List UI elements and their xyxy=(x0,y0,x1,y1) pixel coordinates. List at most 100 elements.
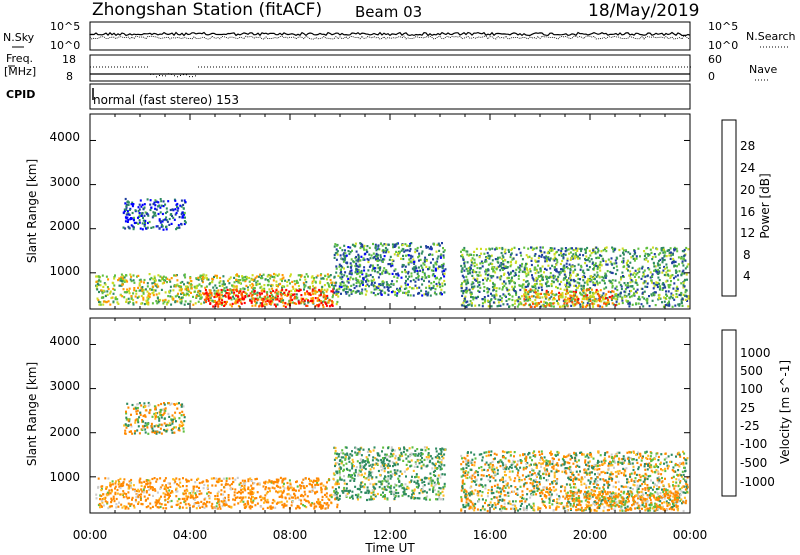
power-cell xyxy=(443,257,445,259)
power-cell xyxy=(389,259,391,261)
power-cell xyxy=(605,250,607,252)
velocity-cell xyxy=(417,497,419,499)
power-cell xyxy=(397,277,399,279)
velocity-cell xyxy=(147,423,149,425)
power-cell xyxy=(430,295,432,297)
power-cell xyxy=(133,274,135,276)
power-cell xyxy=(439,283,441,285)
velocity-cell xyxy=(443,464,445,466)
power-cell xyxy=(190,280,192,282)
power-cell xyxy=(420,246,422,248)
power-cell xyxy=(485,260,487,262)
velocity-cell xyxy=(124,432,126,434)
velocity-cell xyxy=(411,476,413,478)
power-cell xyxy=(177,207,179,209)
power-cell xyxy=(536,270,538,272)
power-cell xyxy=(210,299,212,301)
power-cell xyxy=(121,295,123,297)
power-cell xyxy=(178,224,180,226)
power-cell xyxy=(518,271,520,273)
power-cell xyxy=(503,273,505,275)
power-cell xyxy=(686,273,688,275)
power-cell xyxy=(497,258,499,260)
power-cell xyxy=(510,265,512,267)
velocity-cell xyxy=(176,488,178,490)
power-cell xyxy=(571,247,573,249)
power-cell xyxy=(135,295,137,297)
power-cell xyxy=(365,294,367,296)
velocity-cell xyxy=(186,485,188,487)
power-cell xyxy=(593,296,595,298)
power-cell xyxy=(109,292,111,294)
velocity-cell xyxy=(156,499,158,501)
power-cell xyxy=(467,281,469,283)
velocity-cell xyxy=(311,491,313,493)
power-cell xyxy=(623,257,625,259)
velocity-cell xyxy=(114,482,116,484)
power-cell xyxy=(534,267,536,269)
velocity-cell xyxy=(220,489,222,491)
power-cell xyxy=(363,278,365,280)
velocity-cell xyxy=(146,480,148,482)
power-cell xyxy=(565,300,567,302)
power-cell xyxy=(98,304,100,306)
power-cell xyxy=(125,220,127,222)
power-cell xyxy=(208,293,210,295)
power-cell xyxy=(544,260,546,262)
velocity-cell xyxy=(183,430,185,432)
power-cell xyxy=(190,300,192,302)
power-cell xyxy=(672,258,674,260)
power-cell xyxy=(586,265,588,267)
power-cell xyxy=(308,286,310,288)
power-cell xyxy=(577,274,579,276)
power-cell xyxy=(413,269,415,271)
velocity-cell xyxy=(412,446,414,448)
power-cell xyxy=(265,301,267,303)
power-cell xyxy=(684,254,686,256)
power-cell xyxy=(466,287,468,289)
power-cell xyxy=(629,253,631,255)
power-cell xyxy=(629,296,631,298)
power-cell xyxy=(463,262,465,264)
power-cell xyxy=(212,278,214,280)
power-cell xyxy=(135,301,137,303)
power-cell xyxy=(418,266,420,268)
power-cell xyxy=(101,289,103,291)
velocity-cell xyxy=(110,492,112,494)
power-cell xyxy=(375,294,377,296)
power-cell xyxy=(206,286,208,288)
power-cell xyxy=(527,296,529,298)
power-cell xyxy=(672,274,674,276)
power-cell xyxy=(556,261,558,263)
power-cell xyxy=(170,209,172,211)
power-cell xyxy=(469,254,471,256)
power-cell xyxy=(407,294,409,296)
power-cell xyxy=(509,294,511,296)
power-cell xyxy=(622,302,624,304)
power-cell xyxy=(151,282,153,284)
power-cell xyxy=(352,260,354,262)
power-cell xyxy=(676,250,678,252)
velocity-cell xyxy=(230,488,232,490)
velocity-cell xyxy=(250,485,252,487)
power-cell xyxy=(187,303,189,305)
velocity-cell xyxy=(443,495,445,497)
power-cell xyxy=(373,279,375,281)
power-cell xyxy=(659,288,661,290)
velocity-cell xyxy=(155,416,157,418)
power-cell xyxy=(466,253,468,255)
power-cell xyxy=(259,296,261,298)
power-cell xyxy=(425,277,427,279)
power-cell xyxy=(639,255,641,257)
power-cell xyxy=(474,279,476,281)
power-cell xyxy=(615,295,617,297)
velocity-cell xyxy=(242,501,244,503)
power-cell xyxy=(326,305,328,307)
velocity-cell xyxy=(164,422,166,424)
power-cell xyxy=(242,291,244,293)
power-cell xyxy=(331,284,333,286)
power-cell xyxy=(441,282,443,284)
velocity-cell xyxy=(124,430,126,432)
power-cell xyxy=(347,246,349,248)
velocity-cell xyxy=(282,492,284,494)
